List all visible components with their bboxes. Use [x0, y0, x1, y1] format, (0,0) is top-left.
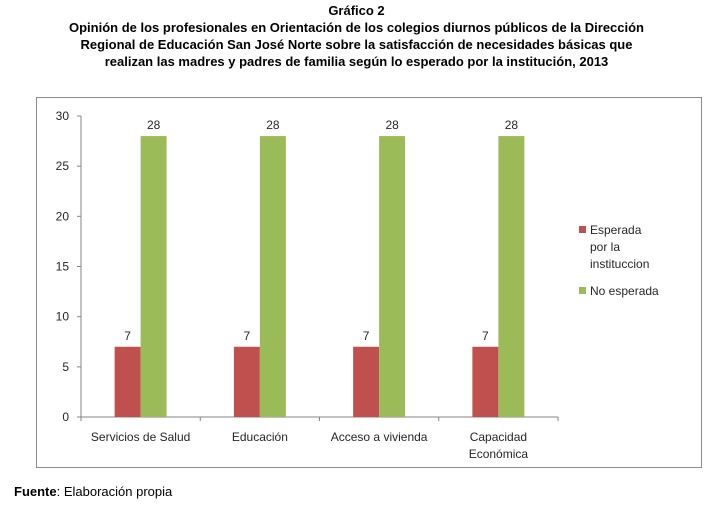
data-label: 7 — [124, 329, 131, 343]
legend-label: No esperada — [590, 284, 659, 298]
bar — [114, 346, 141, 417]
chart-header: Gráfico 2 Opinión de los profesionales e… — [0, 3, 713, 70]
legend-swatch — [579, 226, 586, 233]
legend-label: por la — [590, 240, 620, 254]
source-text: : Elaboración propia — [56, 484, 173, 499]
x-tick-label: Acceso a vivienda — [331, 430, 428, 444]
x-tick-label: Capacidad — [470, 430, 527, 444]
figure-label: Gráfico 2 — [328, 3, 385, 18]
x-tick-label: Servicios de Salud — [91, 430, 190, 444]
bar — [498, 136, 525, 418]
y-tick-label: 25 — [56, 159, 70, 173]
data-label: 28 — [266, 118, 280, 132]
y-tick-label: 0 — [62, 410, 69, 424]
bar-chart: 0 5 10 15 20 25 30 7 28 Servicios de Salud 7 28 Educ… — [56, 109, 659, 461]
data-label: 7 — [482, 329, 489, 343]
data-label: 28 — [505, 118, 519, 132]
legend-swatch — [579, 287, 586, 294]
y-tick-label: 20 — [56, 209, 70, 223]
chart-title-line: Regional de Educación San José Norte sob… — [80, 37, 633, 52]
bar — [259, 136, 286, 418]
chart-title: Opinión de los profesionales en Orientac… — [0, 19, 713, 70]
y-tick-label: 5 — [62, 360, 69, 374]
data-label: 7 — [244, 329, 251, 343]
legend-label: instituccion — [590, 257, 649, 271]
data-label: 7 — [363, 329, 370, 343]
legend-label: Esperada — [590, 223, 642, 237]
data-label: 28 — [385, 118, 399, 132]
data-label: 28 — [147, 118, 161, 132]
bar — [353, 346, 380, 417]
bar — [140, 136, 167, 418]
bar — [379, 136, 406, 418]
chart-title-line: realizan las madres y padres de familia … — [104, 54, 609, 69]
y-tick-label: 10 — [56, 310, 70, 324]
bar — [233, 346, 260, 417]
bar — [472, 346, 499, 417]
source-label: Fuente — [14, 484, 57, 499]
source-note: Fuente: Elaboración propia — [14, 484, 172, 499]
x-tick-label: Educación — [232, 430, 288, 444]
y-tick-label: 15 — [56, 260, 70, 274]
chart-title-line: Opinión de los profesionales en Orientac… — [69, 20, 644, 35]
x-tick-label: Económica — [469, 447, 529, 461]
y-tick-label: 30 — [56, 109, 70, 123]
